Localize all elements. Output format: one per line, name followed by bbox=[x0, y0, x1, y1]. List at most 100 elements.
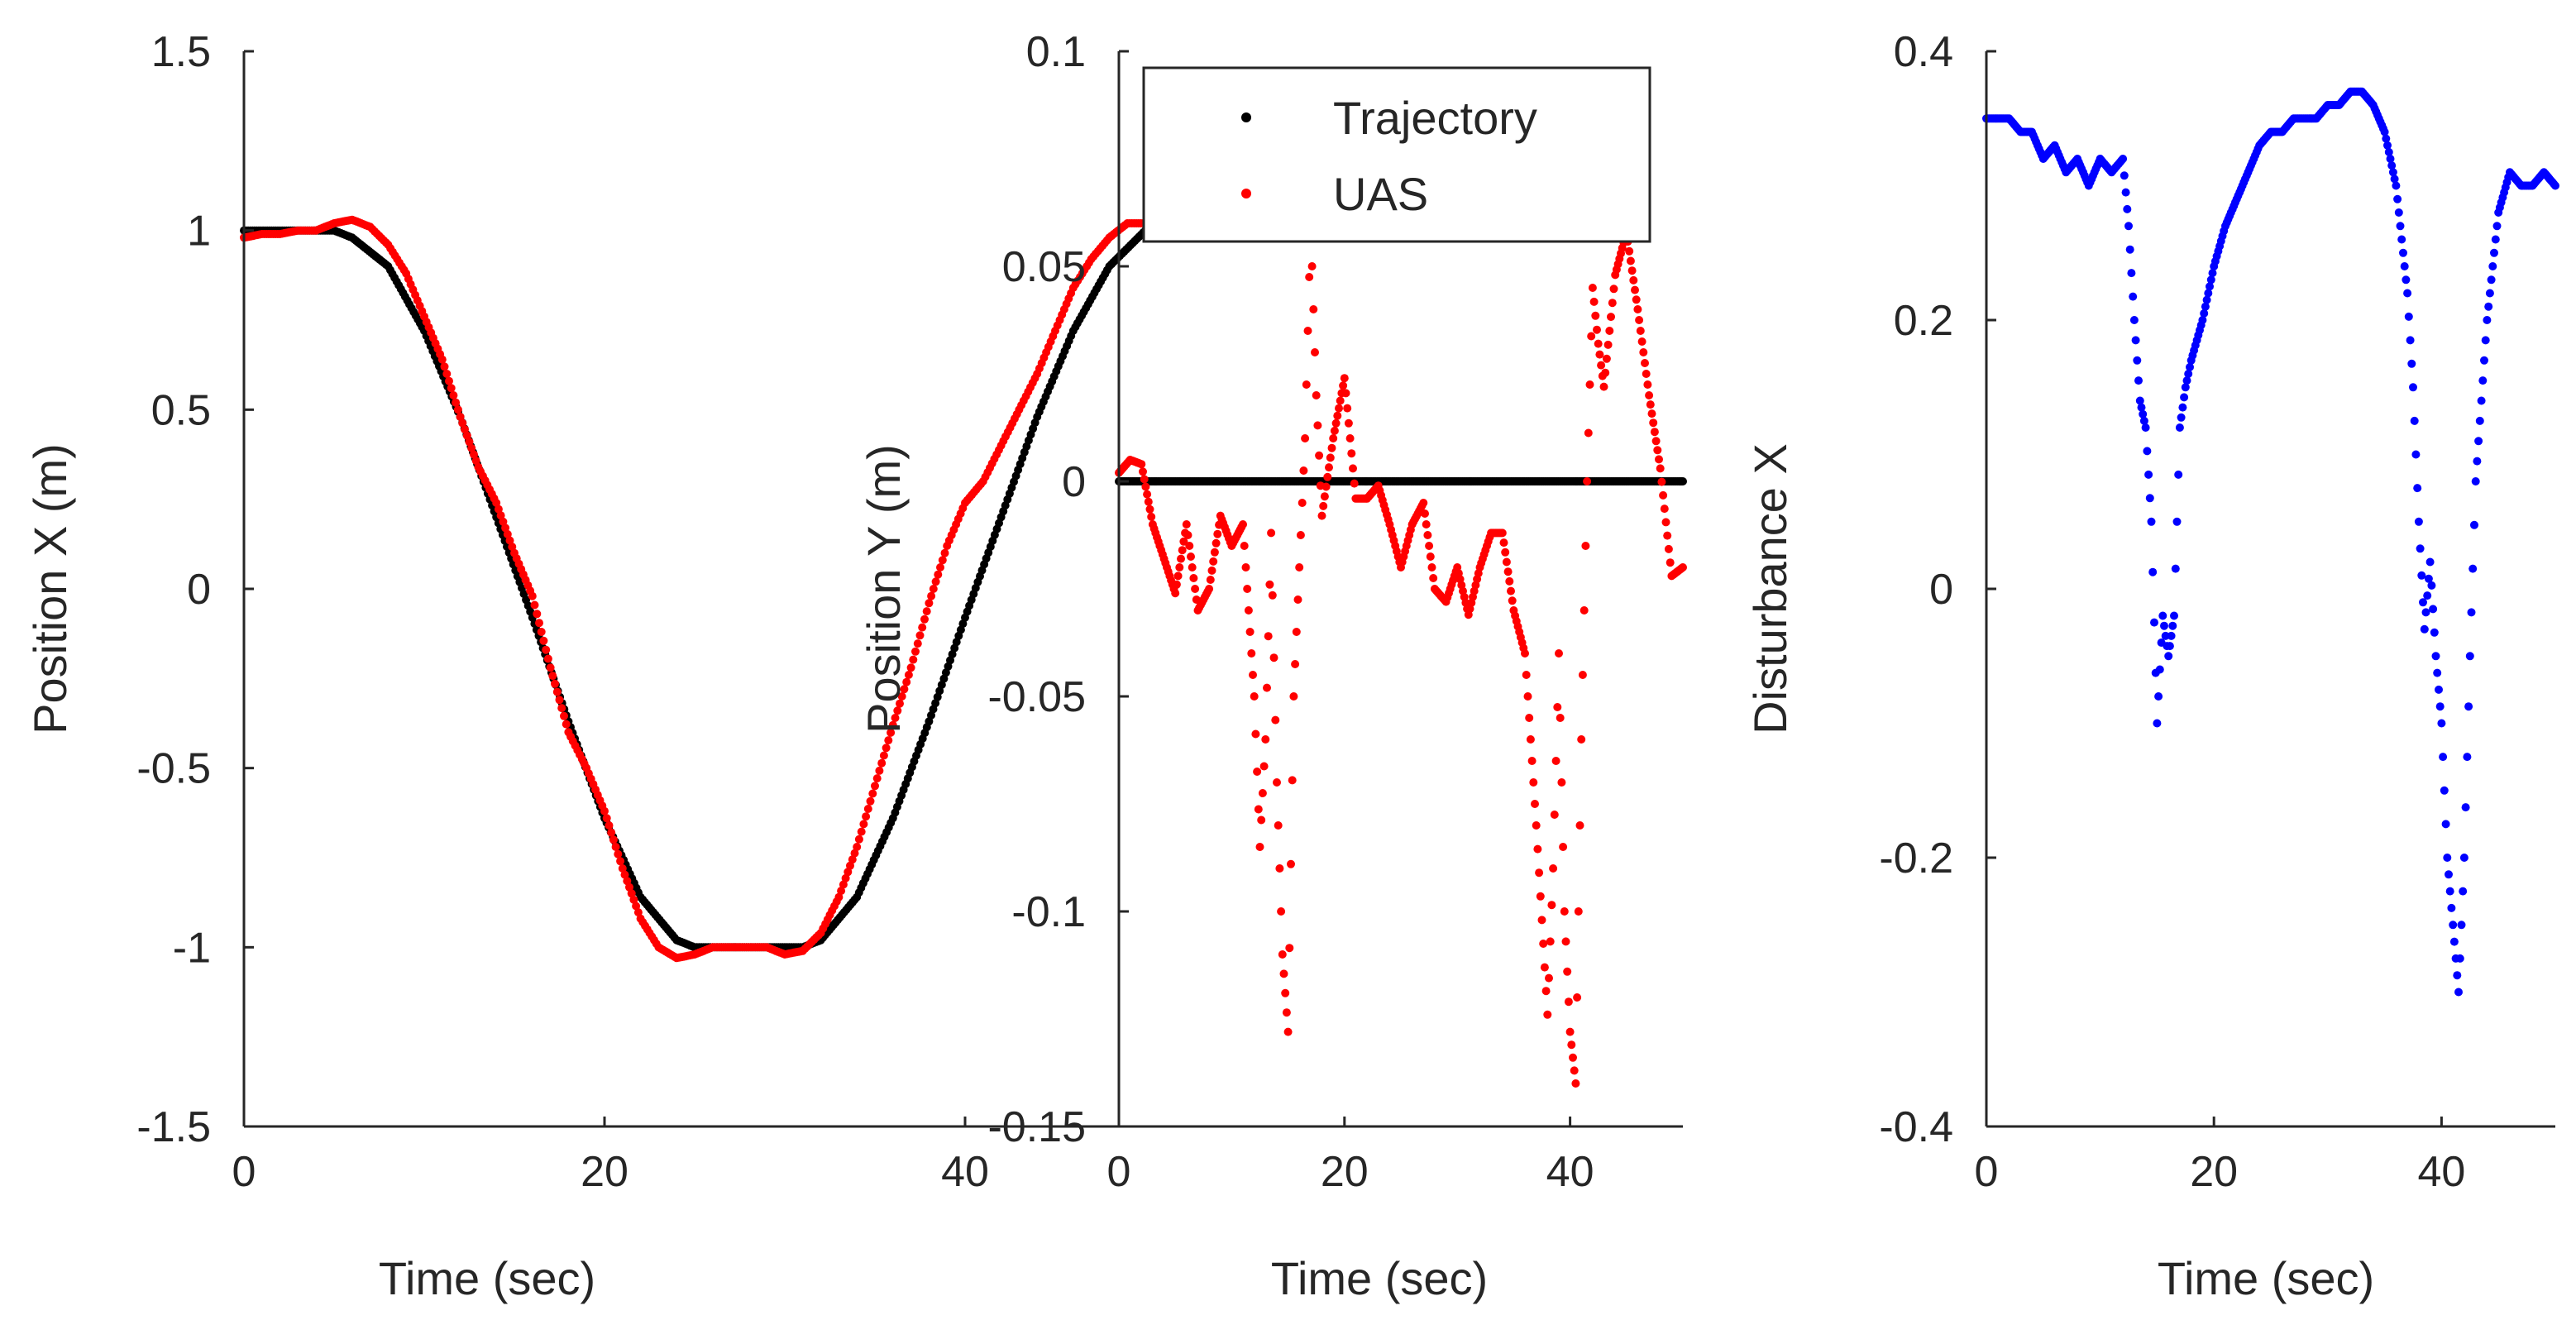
data-point bbox=[2201, 302, 2210, 311]
data-point bbox=[1525, 714, 1534, 722]
data-point bbox=[2399, 248, 2407, 257]
data-point bbox=[555, 696, 564, 705]
data-point bbox=[1171, 589, 1180, 598]
data-point bbox=[1147, 512, 1156, 521]
data-point bbox=[2147, 517, 2156, 526]
data-point bbox=[1557, 778, 1566, 787]
data-point bbox=[1581, 542, 1590, 550]
data-point bbox=[1631, 285, 1639, 294]
data-point bbox=[1296, 531, 1305, 539]
data-point bbox=[1340, 374, 1349, 383]
data-point bbox=[1603, 340, 1613, 349]
data-point bbox=[906, 663, 915, 672]
data-point bbox=[452, 398, 461, 407]
x-tick-label: 40 bbox=[2417, 1148, 2465, 1196]
data-point bbox=[2167, 631, 2176, 640]
data-point bbox=[1531, 800, 1539, 808]
data-point bbox=[2413, 484, 2422, 493]
data-point bbox=[629, 895, 638, 904]
data-point bbox=[2384, 147, 2393, 156]
data-point bbox=[2459, 854, 2468, 862]
data-point bbox=[1240, 542, 1249, 550]
data-point bbox=[456, 413, 465, 421]
data-point bbox=[1275, 864, 1284, 873]
data-point bbox=[2382, 134, 2391, 143]
panel-position-x: -1.5 -1 -0.5 0 0.5 1 1.5 0 20 40 Time (sec) Posit… bbox=[24, 28, 1149, 1304]
data-point bbox=[470, 450, 478, 459]
data-point bbox=[2182, 376, 2191, 385]
data-point bbox=[2480, 356, 2488, 365]
data-point bbox=[2461, 803, 2470, 812]
data-point bbox=[1526, 735, 1535, 744]
data-point bbox=[1523, 692, 1532, 701]
data-point bbox=[1547, 901, 1556, 910]
data-point bbox=[1206, 576, 1215, 584]
data-point bbox=[1273, 778, 1281, 787]
data-point bbox=[1423, 531, 1432, 539]
x-tick-label: 0 bbox=[232, 1148, 256, 1196]
data-point bbox=[2433, 668, 2442, 677]
legend-box bbox=[1142, 66, 1651, 243]
data-point bbox=[1261, 735, 1270, 744]
data-point bbox=[2423, 591, 2432, 600]
data-point bbox=[850, 849, 859, 858]
data-point bbox=[1527, 757, 1537, 765]
data-point bbox=[909, 655, 918, 664]
data-point bbox=[2393, 194, 2402, 203]
data-point bbox=[2383, 141, 2392, 150]
y-tick-label: -1 bbox=[173, 924, 211, 972]
data-point bbox=[1522, 671, 1531, 679]
data-point bbox=[1549, 864, 1558, 873]
data-point bbox=[1608, 299, 1617, 308]
data-point bbox=[1585, 380, 1594, 389]
data-point bbox=[1320, 492, 1329, 501]
data-point bbox=[2392, 181, 2401, 190]
data-point bbox=[1245, 628, 1255, 636]
data-point bbox=[1564, 997, 1573, 1007]
data-point bbox=[1597, 361, 1606, 370]
x-axis-label-panel-1: Time (sec) bbox=[379, 1252, 595, 1304]
x-tick-label: 40 bbox=[941, 1148, 989, 1196]
data-point bbox=[929, 585, 938, 593]
y-tick-label: 0.4 bbox=[1894, 28, 1953, 76]
data-point bbox=[2551, 181, 2559, 190]
data-point bbox=[2137, 403, 2146, 412]
data-point bbox=[1664, 544, 1673, 553]
data-point bbox=[1241, 563, 1250, 572]
data-point bbox=[1536, 892, 1545, 901]
data-point bbox=[1594, 339, 1603, 348]
data-point bbox=[2177, 413, 2186, 422]
data-point bbox=[1317, 511, 1326, 520]
data-point bbox=[1499, 538, 1508, 548]
data-point bbox=[2457, 921, 2466, 930]
data-point bbox=[508, 543, 517, 552]
data-point bbox=[1663, 531, 1672, 540]
x-axis-label-panel-2: Time (sec) bbox=[1271, 1252, 1488, 1304]
data-point bbox=[2145, 494, 2154, 503]
data-point bbox=[543, 654, 552, 663]
data-point bbox=[611, 843, 620, 851]
data-point bbox=[1323, 472, 1332, 481]
data-point bbox=[633, 908, 643, 917]
data-point bbox=[2161, 631, 2170, 640]
data-point bbox=[437, 355, 447, 364]
data-point bbox=[1173, 572, 1183, 581]
data-point bbox=[2492, 222, 2502, 231]
y-tick-label: 0.5 bbox=[151, 386, 211, 434]
y-tick-label: -0.1 bbox=[1011, 888, 1086, 936]
data-point bbox=[1187, 552, 1195, 561]
x-tick-label: 20 bbox=[581, 1148, 628, 1196]
data-point bbox=[2449, 937, 2459, 946]
data-point bbox=[2435, 685, 2443, 694]
data-point bbox=[1503, 567, 1513, 576]
x-tick-label: 40 bbox=[1546, 1148, 1594, 1196]
data-point bbox=[1642, 370, 1651, 378]
data-point bbox=[2160, 621, 2168, 630]
data-point bbox=[535, 619, 543, 628]
data-point bbox=[1559, 843, 1568, 851]
data-point bbox=[2431, 652, 2440, 661]
data-point bbox=[1277, 907, 1286, 916]
data-point bbox=[2155, 665, 2164, 674]
data-point bbox=[1185, 542, 1194, 550]
data-point bbox=[2464, 702, 2473, 711]
